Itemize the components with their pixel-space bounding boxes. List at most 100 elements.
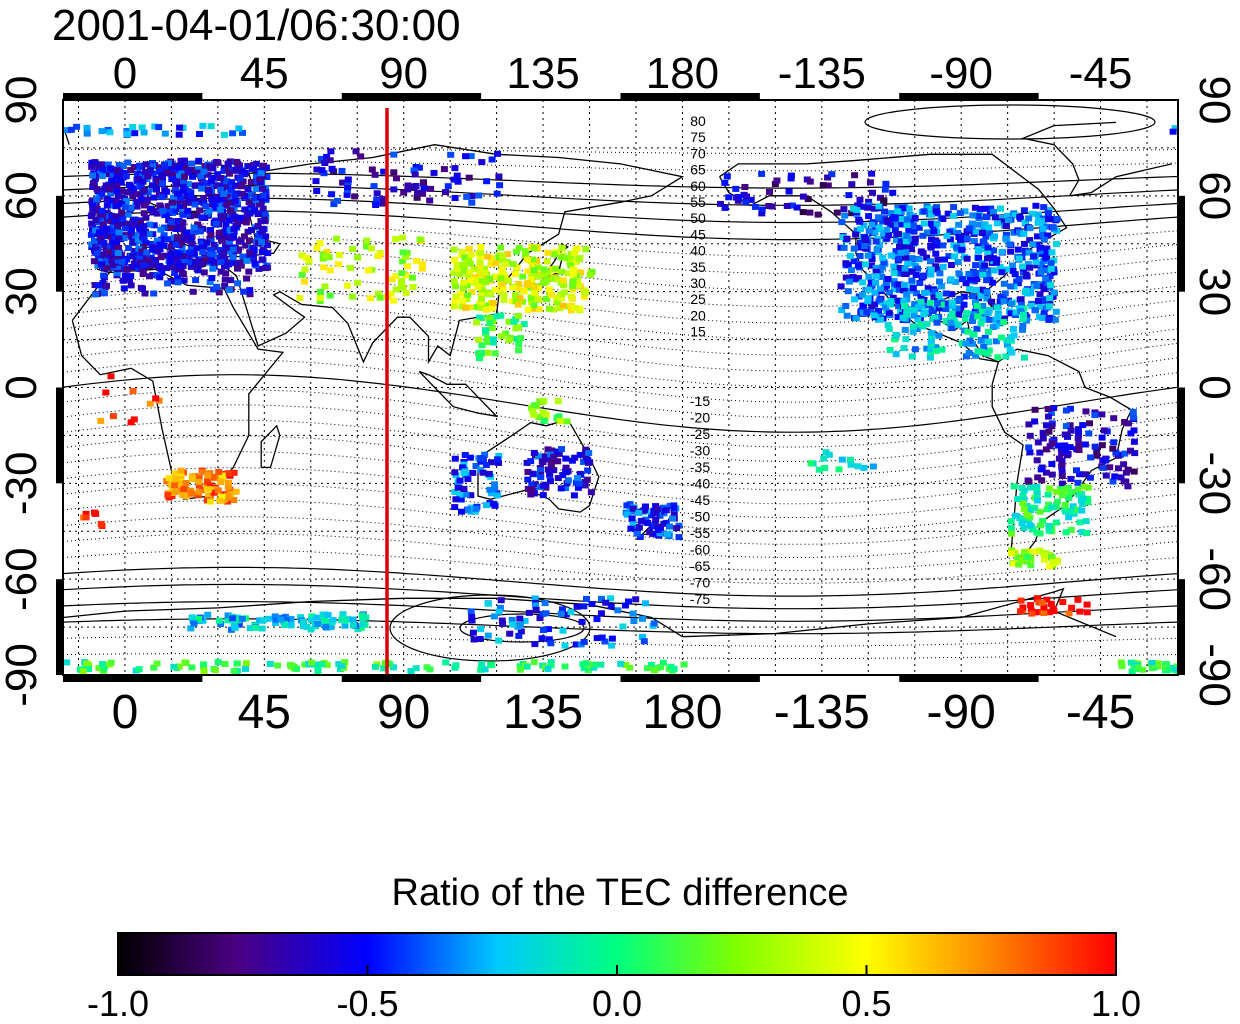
tec-data-cell bbox=[934, 256, 942, 263]
tec-data-cell bbox=[1032, 258, 1040, 265]
tec-data-cell bbox=[876, 242, 884, 249]
tec-data-cell bbox=[524, 306, 532, 313]
tec-data-cell bbox=[670, 665, 678, 672]
tec-data-cell bbox=[244, 163, 252, 170]
tec-data-cell bbox=[582, 246, 590, 253]
tec-data-cell bbox=[1055, 455, 1063, 462]
tec-data-cell bbox=[127, 273, 135, 280]
tec-data-cell bbox=[398, 277, 406, 284]
top-lon-tick-label: 180 bbox=[646, 49, 719, 98]
tec-data-cell bbox=[544, 269, 552, 276]
tec-data-cell bbox=[1029, 241, 1037, 248]
tec-data-cell bbox=[235, 125, 243, 132]
contour-line bbox=[63, 419, 1178, 477]
tec-data-cell bbox=[900, 298, 908, 305]
tec-data-cell bbox=[482, 462, 490, 468]
tec-data-cell bbox=[880, 259, 888, 265]
tec-data-cell bbox=[947, 276, 955, 283]
tec-data-cell bbox=[135, 666, 143, 673]
tec-data-cell bbox=[1031, 505, 1039, 512]
tec-data-cell bbox=[887, 298, 895, 304]
bottom-lon-tick-label: 0 bbox=[112, 686, 139, 739]
tec-data-cell bbox=[554, 475, 562, 482]
tec-data-cell bbox=[195, 157, 203, 164]
tec-data-cell bbox=[948, 325, 956, 332]
tec-data-cell bbox=[453, 261, 461, 268]
tec-data-cell bbox=[116, 176, 124, 183]
tec-data-cell bbox=[1075, 447, 1083, 453]
tec-data-cell bbox=[179, 270, 186, 277]
tec-data-cell bbox=[248, 165, 256, 172]
tec-data-cell bbox=[788, 202, 796, 209]
tec-data-cell bbox=[1003, 337, 1011, 344]
tec-data-cell bbox=[906, 211, 914, 218]
tec-data-cell bbox=[758, 206, 766, 213]
tec-data-cell bbox=[368, 166, 376, 173]
tec-data-cell bbox=[194, 169, 202, 176]
tec-data-cell bbox=[83, 124, 91, 131]
tec-data-cell bbox=[978, 348, 986, 355]
tec-data-cell bbox=[1009, 326, 1017, 332]
tec-data-cell bbox=[641, 506, 649, 513]
tec-data-cell bbox=[97, 417, 105, 424]
right-lat-tick-label: 60 bbox=[1190, 171, 1239, 220]
tec-data-cell bbox=[164, 203, 172, 210]
tec-data-cell bbox=[1082, 518, 1090, 525]
tec-data-cell bbox=[1007, 300, 1015, 307]
tec-data-cell bbox=[338, 663, 346, 670]
contour-label: 15 bbox=[690, 324, 706, 340]
tec-data-cell bbox=[156, 202, 164, 209]
tec-data-cell bbox=[490, 336, 497, 343]
tec-data-cell bbox=[1031, 418, 1039, 425]
tec-data-cell bbox=[225, 217, 233, 224]
tec-data-cell bbox=[584, 467, 592, 474]
tec-data-cell bbox=[542, 453, 549, 460]
tec-data-cell bbox=[1033, 497, 1041, 504]
tec-data-cell bbox=[529, 272, 537, 279]
tec-data-cell bbox=[136, 162, 144, 169]
tec-data-cell bbox=[320, 264, 328, 271]
tec-data-cell bbox=[175, 164, 183, 171]
frame-tick-bar bbox=[620, 93, 760, 100]
tec-data-cell bbox=[232, 182, 240, 189]
tec-data-cell bbox=[190, 620, 198, 627]
tec-data-cell bbox=[178, 167, 186, 174]
tec-data-cell bbox=[544, 249, 552, 256]
tec-data-cell bbox=[93, 196, 101, 203]
tec-data-cell bbox=[985, 224, 993, 231]
frame-tick-bars bbox=[56, 93, 1185, 682]
tec-data-cell bbox=[495, 637, 503, 644]
tec-data-cell bbox=[400, 189, 408, 196]
tec-data-cell bbox=[973, 303, 981, 309]
tec-data-cell bbox=[981, 205, 989, 212]
tec-data-cell bbox=[320, 170, 328, 177]
tec-data-cell bbox=[497, 275, 505, 282]
left-lat-tick-label: 60 bbox=[0, 171, 46, 220]
tec-data-cell bbox=[329, 617, 337, 624]
tec-data-cell bbox=[245, 268, 253, 275]
tec-data-cell bbox=[960, 293, 968, 300]
tec-data-cell bbox=[889, 189, 897, 196]
tec-data-cell bbox=[946, 228, 954, 235]
tec-data-cell bbox=[566, 259, 574, 266]
tec-data-cell bbox=[496, 604, 504, 611]
tec-data-cell bbox=[1074, 426, 1082, 433]
tec-data-cell bbox=[339, 179, 347, 186]
tec-data-cell bbox=[164, 280, 172, 287]
tec-data-cell bbox=[1111, 473, 1119, 480]
tec-data-cell bbox=[527, 458, 535, 465]
tec-data-cell bbox=[119, 277, 127, 284]
tec-data-cell bbox=[100, 665, 108, 672]
tec-data-cell bbox=[630, 618, 638, 625]
tec-data-cell bbox=[466, 454, 474, 461]
tec-data-cell bbox=[1099, 464, 1107, 471]
tec-data-cell bbox=[990, 209, 997, 215]
tec-data-cell bbox=[472, 463, 480, 469]
tec-data-cell bbox=[124, 159, 132, 166]
tec-data-cell bbox=[97, 211, 105, 218]
tec-data-cell bbox=[875, 203, 883, 210]
tec-data-cell bbox=[535, 414, 543, 421]
tec-data-cell bbox=[1025, 444, 1033, 451]
tec-data-cell bbox=[828, 171, 836, 178]
